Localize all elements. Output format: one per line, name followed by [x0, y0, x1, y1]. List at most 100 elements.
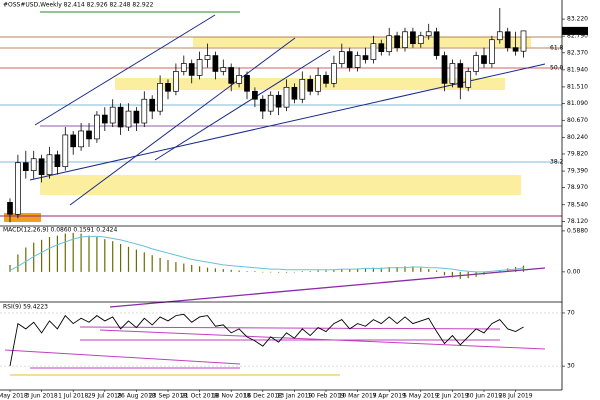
candle-body — [220, 67, 227, 72]
zone — [40, 175, 521, 195]
candle-body — [370, 43, 377, 60]
candle-body — [378, 43, 385, 52]
candle-body — [362, 55, 369, 60]
macd-bar — [483, 271, 485, 275]
candle-body — [125, 110, 132, 128]
x-tick-label: 13 Jan 2019 — [276, 393, 312, 400]
x-tick-label: 28 Jul 2019 — [499, 393, 533, 400]
last-price-label: 82.922 — [564, 27, 585, 34]
macd-bar — [380, 267, 382, 272]
fib-label: 38.2 — [550, 159, 564, 166]
y-tick-label: 81.090 — [567, 100, 588, 107]
x-tick-label: 10 Mar 2019 — [339, 393, 377, 400]
candle-body — [101, 114, 108, 124]
rsi-line — [79, 326, 501, 330]
x-tick-label: 3 Jun 2018 — [25, 393, 57, 400]
drawing-objects — [0, 11, 562, 376]
candle-body — [188, 63, 195, 76]
candle-body — [7, 202, 13, 215]
macd-bar — [151, 255, 153, 272]
candle-body — [299, 79, 306, 100]
macd-bar — [467, 271, 469, 279]
macd-label: MACD(12,26,9) 0.0860 0.1591 0.2424 — [3, 227, 117, 234]
macd-bar — [436, 270, 438, 272]
macd-bar — [262, 271, 264, 273]
macd-bar — [41, 239, 43, 272]
channel-line — [69, 37, 296, 206]
candle-body — [346, 51, 353, 68]
x-tick-label: 30 Jun 2019 — [466, 393, 502, 400]
macd-bar — [459, 271, 461, 279]
candle-body — [180, 63, 187, 72]
candle-body — [173, 71, 179, 92]
candle-body — [323, 75, 329, 84]
chart-title: #OSS#USD,Weekly 82.414 82.926 82.248 82.… — [3, 2, 154, 9]
candle-body — [410, 31, 416, 45]
channel-line — [154, 49, 331, 161]
fib-label: 61.8 — [550, 45, 564, 52]
candle-body — [196, 59, 203, 76]
y-tick-label: 78.120 — [567, 218, 588, 225]
x-tick-label: 23 Sep 2018 — [149, 393, 187, 400]
candle-body — [244, 75, 250, 92]
macd-bar — [206, 267, 209, 272]
macd-bar — [246, 271, 248, 272]
macd-bar — [309, 271, 311, 272]
macd-bar — [357, 268, 359, 272]
candle-body — [402, 31, 408, 48]
x-tick-label: 7 Apr 2019 — [373, 393, 406, 400]
candle-body — [259, 98, 266, 112]
y-tick-label: 79.390 — [567, 168, 588, 175]
candle-body — [425, 31, 432, 37]
macd-bar — [451, 271, 453, 278]
x-tick-label: 6 May 2018 — [0, 393, 28, 400]
y-tick-label: 82.790 — [567, 33, 588, 40]
macd-bar — [214, 268, 216, 272]
candle-body — [165, 83, 171, 92]
candle-body — [54, 154, 61, 168]
candle-body — [449, 63, 456, 84]
candle-body — [62, 134, 69, 168]
x-tick-label: 16 Dec 2018 — [244, 393, 283, 400]
candle-body — [22, 162, 29, 171]
macd-bar — [112, 241, 114, 272]
macd-bar — [191, 264, 193, 272]
candle-body — [386, 35, 393, 52]
macd-bar — [491, 271, 493, 274]
candle-body — [354, 55, 361, 68]
y-tick-label: 79.820 — [567, 150, 588, 157]
macd-bar — [127, 246, 130, 272]
x-tick-label: 2 Jun 2019 — [436, 393, 468, 400]
macd-bar — [9, 264, 11, 272]
macd-bar — [72, 232, 74, 272]
y-tick-label: 80.240 — [567, 134, 588, 141]
zone — [4, 213, 41, 222]
candle-body — [283, 86, 290, 108]
candle-body — [417, 35, 424, 45]
y-tick-label: 80.670 — [567, 117, 588, 124]
candle-body — [109, 106, 116, 124]
macd-bar — [420, 267, 422, 272]
candle-body — [46, 154, 53, 175]
candle-body — [394, 35, 400, 48]
fib-label: 50.0 — [550, 65, 564, 72]
macd-bar — [104, 239, 106, 272]
zone — [193, 37, 531, 47]
macd-bar — [230, 269, 232, 272]
macd-bar — [238, 270, 240, 272]
candle-body — [149, 98, 156, 112]
candle-body — [338, 51, 345, 64]
macd-bar — [25, 247, 27, 272]
candle-body — [331, 63, 337, 84]
macd-bar — [80, 233, 82, 272]
candle-body — [94, 114, 100, 140]
x-tick-label: 5 May 2019 — [403, 393, 438, 400]
candle-body — [212, 55, 219, 72]
x-tick-label: 26 Aug 2018 — [117, 393, 156, 400]
y-tick-label: 78.540 — [567, 201, 588, 208]
candle-body — [38, 158, 45, 175]
macd-bar — [428, 269, 430, 272]
y-tick-label: 70 — [567, 309, 575, 316]
